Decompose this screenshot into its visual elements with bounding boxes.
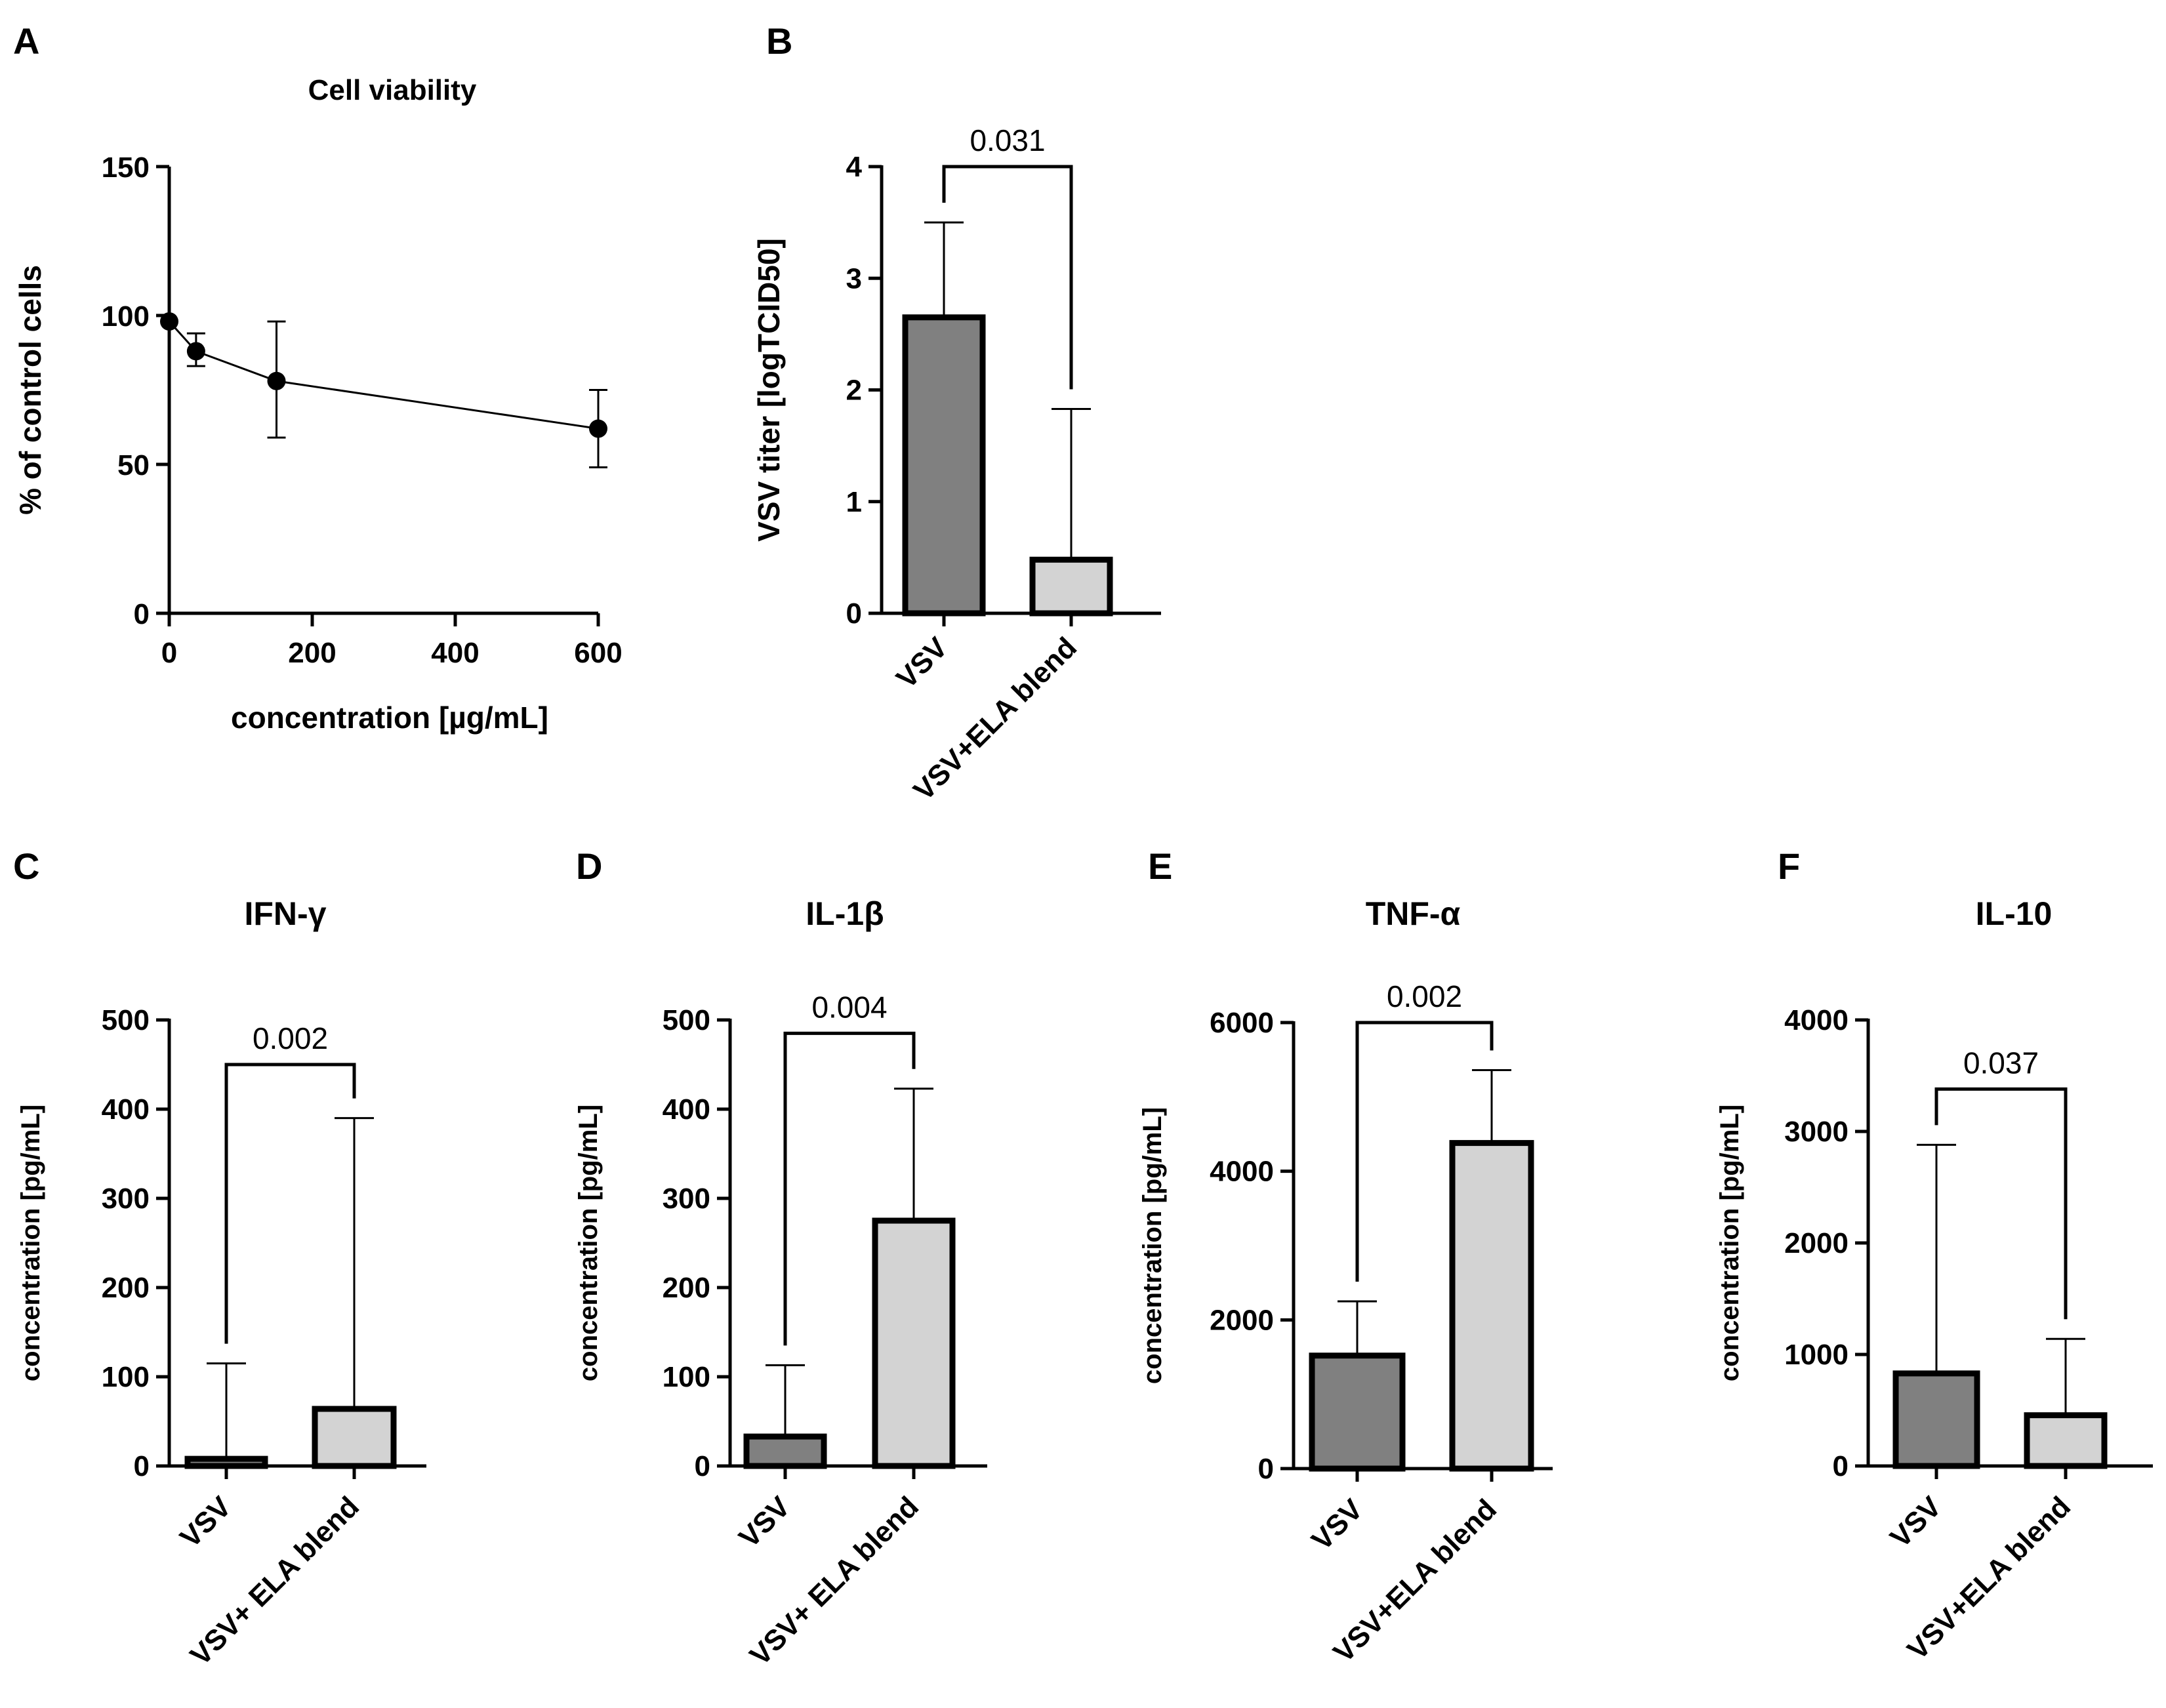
panel-letter-a: A bbox=[13, 20, 39, 62]
y-tick-label: 4000 bbox=[1784, 1004, 1849, 1036]
y-tick-label: 4 bbox=[846, 151, 863, 183]
bar-vsv bbox=[902, 314, 986, 617]
x-tick-label: VSV bbox=[890, 631, 954, 695]
panel-letter-e: E bbox=[1148, 845, 1172, 887]
bar-vsv-ela bbox=[2024, 1412, 2108, 1469]
significance-bracket bbox=[1934, 1087, 2068, 1320]
data-point bbox=[267, 371, 286, 390]
panel-c: C IFN-γ 0 100 200 300 400 500 concentration [pg/… bbox=[13, 845, 426, 1672]
data-point bbox=[160, 312, 178, 331]
y-axis-label: % of control cells bbox=[13, 265, 47, 515]
panel-letter-b: B bbox=[766, 20, 792, 62]
y-tick-label: 6000 bbox=[1210, 1007, 1274, 1039]
p-value: 0.031 bbox=[970, 123, 1045, 157]
bar-vsv bbox=[184, 1455, 268, 1469]
panel-a: A Cell viability 0 50 100 150 0 200 400 600 concen… bbox=[13, 20, 623, 735]
y-tick-label: 100 bbox=[663, 1361, 710, 1393]
series-line bbox=[168, 321, 599, 430]
significance-bracket bbox=[224, 1063, 356, 1344]
y-tick-label: 2 bbox=[846, 375, 862, 407]
y-tick-label: 0 bbox=[695, 1450, 710, 1482]
panel-d: D IL-1β 0 100 200 300 400 500 concentration [pg/… bbox=[574, 845, 987, 1672]
significance-bracket bbox=[1355, 1021, 1494, 1282]
y-tick-label: 500 bbox=[102, 1004, 150, 1036]
y-tick-label: 100 bbox=[102, 1361, 150, 1393]
p-value: 0.037 bbox=[1963, 1046, 2039, 1080]
data-point bbox=[589, 419, 607, 438]
x-tick-label: VSV bbox=[733, 1490, 796, 1554]
bar-vsv bbox=[1309, 1352, 1406, 1472]
y-axis-label: concentration [pg/mL] bbox=[574, 1105, 603, 1381]
y-tick-label: 0 bbox=[134, 598, 150, 630]
panel-e: E TNF-α 0 2000 4000 6000 concentration [pg/mL]… bbox=[1138, 845, 1553, 1669]
y-axis-label: VSV titer [logTCID50] bbox=[752, 238, 786, 542]
y-tick-label: 3000 bbox=[1784, 1116, 1849, 1148]
y-axis-label: concentration [pg/mL] bbox=[1138, 1107, 1167, 1384]
x-tick-label: 0 bbox=[161, 637, 177, 669]
chart-title: IFN-γ bbox=[245, 895, 327, 932]
bar-vsv bbox=[743, 1433, 827, 1469]
y-axis-label: concentration [pg/mL] bbox=[1715, 1105, 1744, 1381]
y-tick-label: 0 bbox=[134, 1450, 150, 1482]
panel-letter-d: D bbox=[576, 845, 602, 887]
y-tick-label: 0 bbox=[1258, 1453, 1274, 1485]
y-tick-label: 200 bbox=[663, 1272, 710, 1304]
x-tick-label: VSV bbox=[1884, 1490, 1948, 1554]
y-tick-label: 2000 bbox=[1210, 1304, 1274, 1336]
y-tick-label: 500 bbox=[663, 1004, 710, 1036]
x-tick-label: 600 bbox=[574, 637, 622, 669]
chart-title: IL-10 bbox=[1976, 895, 2053, 932]
y-tick-label: 1000 bbox=[1784, 1339, 1849, 1371]
panel-letter-c: C bbox=[13, 845, 39, 887]
bar-vsv-ela bbox=[312, 1406, 397, 1469]
chart-title: TNF-α bbox=[1366, 895, 1461, 932]
chart-title: IL-1β bbox=[806, 895, 884, 932]
y-tick-label: 400 bbox=[102, 1093, 150, 1126]
y-tick-label: 400 bbox=[663, 1093, 710, 1126]
significance-bracket bbox=[783, 1031, 916, 1346]
p-value: 0.004 bbox=[811, 990, 887, 1024]
bar-vsv bbox=[1892, 1370, 1980, 1469]
p-value: 0.002 bbox=[253, 1021, 328, 1055]
y-tick-label: 2000 bbox=[1784, 1227, 1849, 1259]
y-tick-label: 0 bbox=[846, 598, 862, 630]
bar-vsv-ela bbox=[872, 1217, 956, 1469]
panel-letter-f: F bbox=[1778, 845, 1800, 887]
data-point bbox=[186, 342, 205, 361]
p-value: 0.002 bbox=[1387, 979, 1462, 1013]
x-tick-label: VSV bbox=[174, 1490, 237, 1554]
bar-vsv-ela bbox=[1449, 1140, 1534, 1472]
y-tick-label: 0 bbox=[1833, 1450, 1849, 1482]
y-tick-label: 3 bbox=[846, 262, 862, 295]
y-tick-label: 50 bbox=[117, 449, 150, 481]
y-tick-label: 1 bbox=[846, 486, 862, 518]
x-axis-label: concentration [µg/mL] bbox=[231, 701, 548, 735]
bar-vsv-ela bbox=[1029, 556, 1113, 617]
panel-f: F IL-10 0 1000 2000 3000 4000 concentration [pg… bbox=[1715, 845, 2153, 1666]
y-tick-label: 200 bbox=[102, 1272, 150, 1304]
y-tick-label: 4000 bbox=[1210, 1156, 1274, 1188]
y-tick-label: 300 bbox=[663, 1183, 710, 1215]
y-tick-label: 300 bbox=[102, 1183, 150, 1215]
y-tick-label: 150 bbox=[102, 152, 150, 184]
x-tick-label: VSV bbox=[1305, 1493, 1369, 1556]
y-tick-label: 100 bbox=[102, 300, 150, 333]
chart-title: Cell viability bbox=[308, 74, 477, 106]
y-axis-label: concentration [pg/mL] bbox=[16, 1105, 45, 1381]
x-tick-label: 400 bbox=[431, 637, 479, 669]
x-tick-label: 200 bbox=[288, 637, 336, 669]
significance-bracket bbox=[942, 165, 1073, 390]
